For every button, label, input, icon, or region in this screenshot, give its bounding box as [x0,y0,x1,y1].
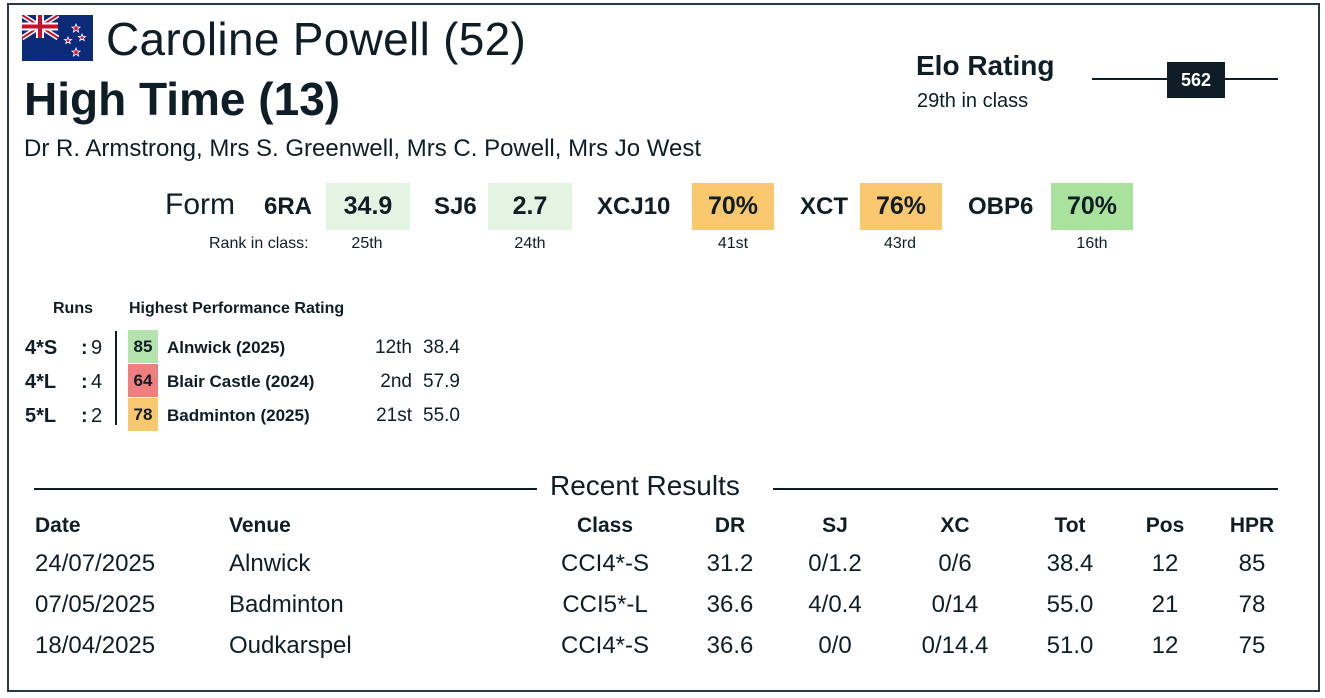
runs-count: 4 [91,371,103,393]
cell-hpr: 85 [1238,550,1266,577]
hpr-venue: Blair Castle (2024) [167,372,315,391]
cell-tot: 38.4 [1046,550,1094,577]
runs-colon: : [81,337,88,359]
cell-class: CCI4*-S [560,632,650,659]
cell-date: 18/04/2025 [35,632,156,659]
form-rank-xcj10: 41st [717,235,749,252]
cell-date: 24/07/2025 [35,550,156,577]
hpr-total: 57.9 [423,371,460,392]
form-label: Form [165,188,235,221]
form-key-sj6: SJ6 [434,193,477,220]
form-value-xcj10: 70% [692,183,774,230]
form-rank-xct: 43rd [883,235,917,252]
runs-level: 4*L [25,371,57,393]
cell-hpr: 75 [1238,632,1266,659]
runs-header: Runs [53,300,93,317]
cell-venue: Badminton [229,591,344,618]
form-value-obp6: 70% [1051,183,1133,230]
form-key-6ra: 6RA [264,193,313,220]
form-key-xcj10: XCJ10 [597,193,671,220]
cell-date: 07/05/2025 [35,591,156,618]
hpr-total: 55.0 [423,405,460,426]
cell-sj: 0/0 [818,632,852,659]
hpr-total: 38.4 [423,337,460,358]
recent-divider-right [773,488,1278,490]
hpr-score-badge: 64 [128,364,158,397]
runs-colon: : [81,405,88,427]
cell-dr: 36.6 [706,591,754,618]
col-header-dr: DR [714,514,746,537]
hpr-venue: Badminton (2025) [167,406,310,425]
hpr-position: 21st [376,405,412,426]
col-header-class: Class [576,514,634,537]
form-value-xct: 76% [860,183,942,230]
cell-class: CCI5*-L [562,591,648,618]
cell-venue: Alnwick [229,550,311,577]
col-header-xc: XC [940,514,970,537]
elo-class-rank: 29th in class [917,90,1029,112]
runs-count: 2 [91,405,103,427]
hpr-score-badge: 85 [128,330,158,363]
form-value-sj6: 2.7 [488,183,572,230]
rank-in-class-label: Rank in class: [209,235,309,252]
recent-divider-left [34,488,537,490]
cell-tot: 51.0 [1046,632,1094,659]
cell-pos: 12 [1151,550,1179,577]
cell-pos: 12 [1151,632,1179,659]
col-header-hpr: HPR [1229,514,1275,537]
cell-xc: 0/6 [938,550,972,577]
cell-sj: 4/0.4 [808,591,862,618]
runs-colon: : [81,371,88,393]
col-header-venue: Venue [229,514,291,537]
form-rank-6ra: 25th [351,235,383,252]
runs-level: 5*L [25,405,57,427]
form-rank-obp6: 16th [1076,235,1108,252]
hpr-header: Highest Performance Rating [129,300,345,317]
rider-name: Caroline Powell (52) [106,13,527,65]
col-header-pos: Pos [1145,514,1185,537]
new-zealand-flag-icon [22,15,93,61]
cell-sj: 0/1.2 [808,550,862,577]
cell-dr: 36.6 [706,632,754,659]
form-key-obp6: OBP6 [968,193,1034,220]
hpr-position: 2nd [380,371,412,392]
form-rank-sj6: 24th [514,235,546,252]
cell-xc: 0/14.4 [921,632,989,659]
cell-class: CCI4*-S [560,550,650,577]
col-header-date: Date [35,514,81,537]
cell-pos: 21 [1151,591,1179,618]
owners-list: Dr R. Armstrong, Mrs S. Greenwell, Mrs C… [24,135,702,162]
cell-hpr: 78 [1238,591,1266,618]
form-value-6ra: 34.9 [326,183,410,230]
hpr-venue: Alnwick (2025) [167,338,286,357]
form-key-xct: XCT [800,193,848,220]
runs-divider [115,331,117,425]
cell-tot: 55.0 [1046,591,1094,618]
hpr-position: 12th [375,337,412,358]
cell-dr: 31.2 [706,550,754,577]
hpr-score-badge: 78 [128,398,158,431]
elo-value-badge: 562 [1167,62,1225,98]
horse-name: High Time (13) [24,73,341,125]
col-header-tot: Tot [1054,514,1086,537]
horse-profile-card [7,3,1320,692]
runs-count: 9 [91,337,103,359]
cell-xc: 0/14 [931,591,979,618]
col-header-sj: SJ [822,514,848,537]
runs-level: 4*S [25,337,58,359]
recent-results-title: Recent Results [550,470,740,501]
elo-title: Elo Rating [916,50,1055,81]
cell-venue: Oudkarspel [229,632,352,659]
